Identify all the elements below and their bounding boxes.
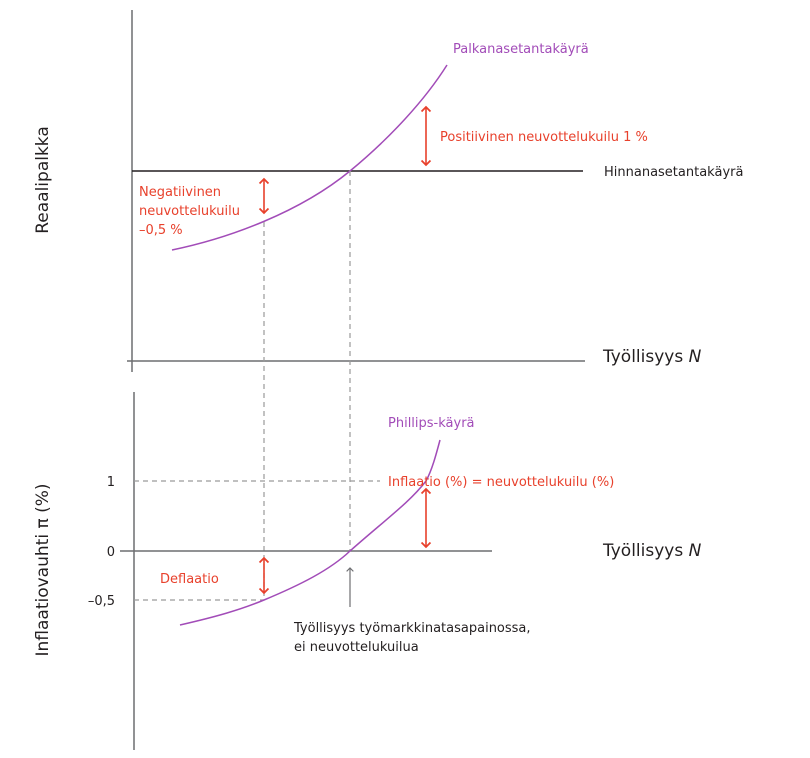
bottom-x-label-text: Työllisyys xyxy=(602,541,683,561)
top-x-label: Työllisyys N xyxy=(602,347,702,367)
bottom-x-label: Työllisyys N xyxy=(602,541,702,561)
price-curve-label: Hinnanasetantakäyrä xyxy=(604,165,743,180)
negative-gap-label-1: Negatiivinen xyxy=(139,185,221,200)
top-y-label: Reaalipalkka xyxy=(33,126,53,234)
negative-gap-label-3: –0,5 % xyxy=(139,223,183,238)
top-x-label-text: Työllisyys xyxy=(602,347,683,367)
equilibrium-note-1: Työllisyys työmarkkinatasapainossa, xyxy=(293,621,531,636)
phillips-curve xyxy=(179,439,441,626)
phillips-curve-label: Phillips-käyrä xyxy=(388,416,475,431)
deflation-label: Deflaatio xyxy=(160,572,219,587)
bottom-y-label: Inflaatiovauhti π (%) xyxy=(33,484,53,657)
top-x-label-var: N xyxy=(689,347,702,367)
tick-0: 0 xyxy=(107,545,115,560)
equilibrium-note-2: ei neuvottelukuilua xyxy=(294,640,419,655)
tick-1: 1 xyxy=(107,475,115,490)
negative-gap-label-2: neuvottelukuilu xyxy=(139,204,240,219)
inflation-note: Inflaatio (%) = neuvottelukuilu (%) xyxy=(388,475,614,490)
tick-minus-half: –0,5 xyxy=(88,594,115,609)
wage-curve-label: Palkanasetantakäyrä xyxy=(453,42,589,57)
bottom-x-label-var: N xyxy=(689,541,702,561)
positive-gap-label: Positiivinen neuvottelukuilu 1 % xyxy=(440,130,648,145)
wage-setting-curve xyxy=(171,64,448,251)
